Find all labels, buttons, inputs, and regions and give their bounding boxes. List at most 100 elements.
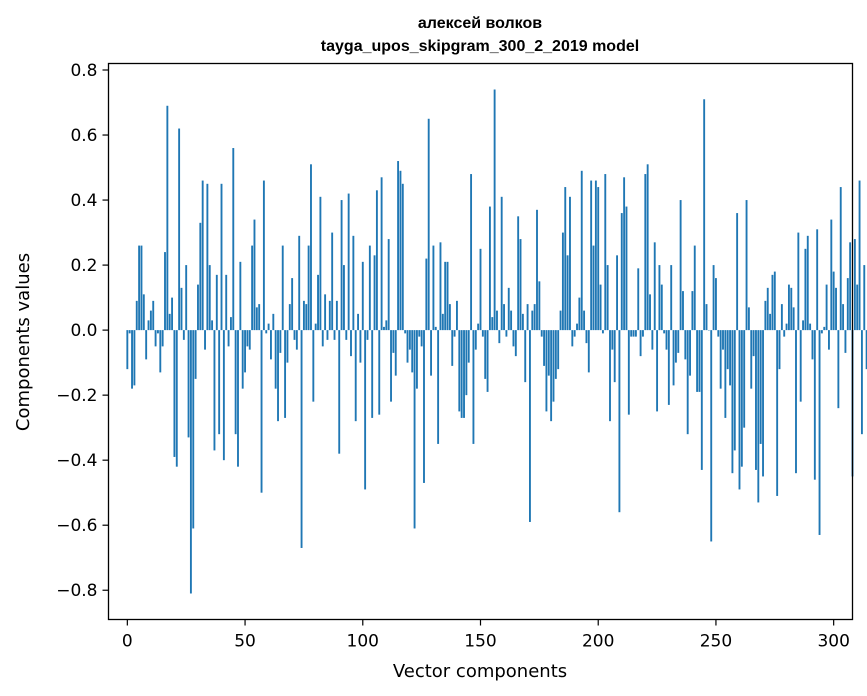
- bar: [317, 274, 319, 331]
- y-tick-label: 0.2: [70, 256, 97, 276]
- bar: [307, 245, 310, 331]
- bar: [199, 222, 202, 331]
- bar: [392, 330, 395, 353]
- bar: [383, 326, 385, 331]
- bar: [766, 287, 769, 331]
- bar: [133, 330, 136, 386]
- bar: [467, 330, 470, 363]
- bar: [576, 323, 578, 331]
- bar: [437, 330, 440, 444]
- bar: [747, 307, 750, 331]
- bar: [620, 213, 623, 331]
- bar: [213, 330, 216, 451]
- bar: [806, 235, 809, 331]
- bar: [270, 330, 272, 360]
- bar: [759, 330, 762, 444]
- bar: [823, 326, 826, 331]
- bar: [453, 330, 456, 337]
- bar: [839, 187, 842, 331]
- bar: [291, 278, 294, 331]
- bar: [724, 330, 727, 418]
- bar: [281, 245, 284, 331]
- bar: [816, 229, 819, 331]
- bar: [776, 330, 779, 496]
- bar: [239, 261, 242, 331]
- bar: [510, 310, 513, 331]
- bar: [712, 265, 715, 331]
- bar: [229, 317, 232, 331]
- bar: [529, 330, 531, 522]
- bar: [472, 330, 475, 444]
- y-ticks: −0.8 −0.6 −0.4 −0.2 0.0 0.2 0.4 0.6 0.8: [56, 61, 109, 601]
- bar: [762, 330, 764, 477]
- bar: [849, 242, 852, 331]
- bar: [387, 239, 390, 331]
- bar: [613, 330, 616, 383]
- bar: [357, 313, 360, 331]
- bar: [310, 164, 312, 331]
- bar: [166, 105, 169, 331]
- bar: [267, 323, 270, 331]
- bar: [780, 304, 783, 331]
- x-tick-label: 200: [582, 632, 614, 652]
- bar: [521, 313, 524, 331]
- bar: [811, 330, 814, 360]
- bar: [498, 330, 501, 344]
- bar: [733, 330, 736, 451]
- bar: [272, 313, 275, 331]
- bar: [769, 313, 772, 331]
- bar: [573, 330, 576, 337]
- bar: [514, 330, 517, 357]
- bar: [830, 219, 833, 331]
- bar: [366, 330, 369, 340]
- bar: [373, 255, 376, 331]
- bar: [399, 170, 402, 331]
- bar: [164, 252, 166, 331]
- bar: [448, 304, 451, 331]
- bar: [305, 304, 308, 331]
- bar: [853, 239, 856, 331]
- bar: [352, 235, 355, 331]
- bar: [225, 274, 228, 331]
- bar: [237, 330, 239, 467]
- bar: [147, 320, 150, 331]
- bar: [787, 284, 790, 331]
- bar: [564, 187, 567, 331]
- bar: [338, 330, 341, 454]
- bar: [302, 300, 305, 331]
- bar: [324, 294, 327, 331]
- bar: [703, 99, 706, 331]
- bar: [206, 183, 209, 331]
- bar: [500, 196, 503, 331]
- bar: [441, 313, 444, 331]
- bar: [599, 284, 602, 331]
- bar: [293, 330, 296, 340]
- bar: [465, 330, 468, 396]
- bar: [736, 213, 739, 331]
- bar: [533, 304, 536, 331]
- bar: [335, 300, 338, 331]
- bar: [390, 330, 392, 402]
- bar: [764, 300, 767, 331]
- bar: [234, 330, 237, 435]
- bar: [255, 307, 258, 331]
- bar: [583, 310, 586, 331]
- bar: [585, 330, 588, 344]
- bar: [333, 330, 336, 340]
- bar: [580, 170, 583, 331]
- bar: [505, 330, 508, 337]
- bar: [168, 313, 171, 331]
- bar: [161, 330, 164, 347]
- bar: [430, 330, 432, 376]
- bar: [642, 330, 644, 337]
- bar: [804, 248, 807, 331]
- bar: [750, 330, 753, 389]
- x-tick-label: 50: [234, 632, 256, 652]
- bar: [531, 310, 534, 331]
- bar: [667, 330, 670, 405]
- bar: [425, 258, 428, 331]
- bar: [604, 174, 607, 331]
- bar: [738, 330, 741, 490]
- bar: [691, 291, 694, 331]
- bar: [630, 330, 633, 337]
